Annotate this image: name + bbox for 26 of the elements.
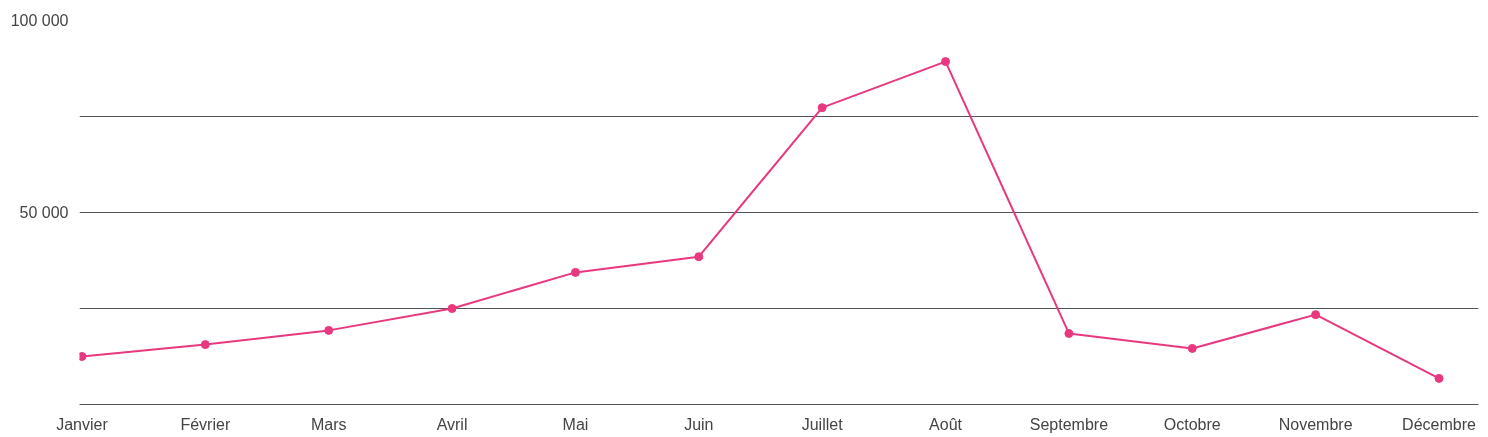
x-tick-label: Janvier (56, 415, 109, 433)
point (79, 352, 87, 361)
x-tick-label: Octobre (1163, 415, 1221, 433)
point (817, 103, 827, 113)
point (941, 57, 951, 67)
x-tick-label: Juillet (801, 415, 844, 433)
x-tick-label: Avril (436, 415, 468, 433)
x-tick-label: Décembre (1402, 415, 1477, 433)
point (694, 252, 704, 262)
point (1434, 373, 1444, 383)
x-tick-label: Septembre (1029, 415, 1109, 433)
x-tick-label: Mars (310, 415, 347, 433)
y-tick-label: 100 000 (10, 12, 69, 29)
point (1064, 328, 1074, 338)
y-tick-label: 50 000 (19, 204, 69, 221)
x-tick-label: Novembre (1278, 415, 1353, 433)
x-tick-label: Février (180, 415, 231, 433)
point (1187, 343, 1197, 353)
point (200, 340, 210, 350)
point (324, 325, 334, 335)
x-tick-label: Mai (562, 415, 589, 433)
point (570, 267, 580, 277)
point (447, 304, 457, 313)
x-tick-label: Août (929, 415, 963, 433)
x-tick-label: Juin (684, 415, 714, 433)
point (1311, 310, 1321, 320)
